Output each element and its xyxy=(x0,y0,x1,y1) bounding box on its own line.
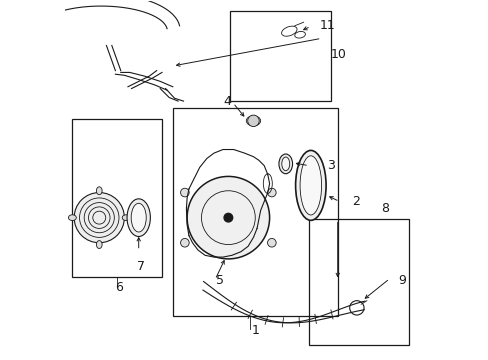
Ellipse shape xyxy=(96,187,102,195)
Circle shape xyxy=(247,115,259,127)
Bar xyxy=(172,108,337,316)
Ellipse shape xyxy=(246,116,260,126)
Text: 5: 5 xyxy=(215,274,224,287)
Bar xyxy=(72,119,162,277)
Circle shape xyxy=(180,188,189,197)
Text: 4: 4 xyxy=(223,95,230,108)
Ellipse shape xyxy=(278,154,292,174)
Text: 10: 10 xyxy=(330,48,346,61)
Ellipse shape xyxy=(300,156,321,215)
Circle shape xyxy=(180,238,189,247)
Ellipse shape xyxy=(281,157,289,171)
Text: 1: 1 xyxy=(251,324,259,337)
Ellipse shape xyxy=(131,203,146,232)
Ellipse shape xyxy=(127,199,150,237)
Ellipse shape xyxy=(96,240,102,248)
Ellipse shape xyxy=(295,150,325,220)
Text: 3: 3 xyxy=(326,159,334,172)
Bar xyxy=(308,220,408,345)
Ellipse shape xyxy=(122,215,130,221)
Circle shape xyxy=(224,213,232,222)
Text: 2: 2 xyxy=(351,195,359,208)
Circle shape xyxy=(267,238,276,247)
Text: 6: 6 xyxy=(115,281,123,294)
Circle shape xyxy=(267,188,276,197)
Text: 8: 8 xyxy=(380,202,388,215)
Circle shape xyxy=(187,176,269,259)
Text: 7: 7 xyxy=(137,260,144,273)
Bar xyxy=(230,12,330,101)
Text: 9: 9 xyxy=(398,274,406,287)
Text: 11: 11 xyxy=(319,19,335,32)
Ellipse shape xyxy=(68,215,76,221)
Circle shape xyxy=(74,193,124,243)
